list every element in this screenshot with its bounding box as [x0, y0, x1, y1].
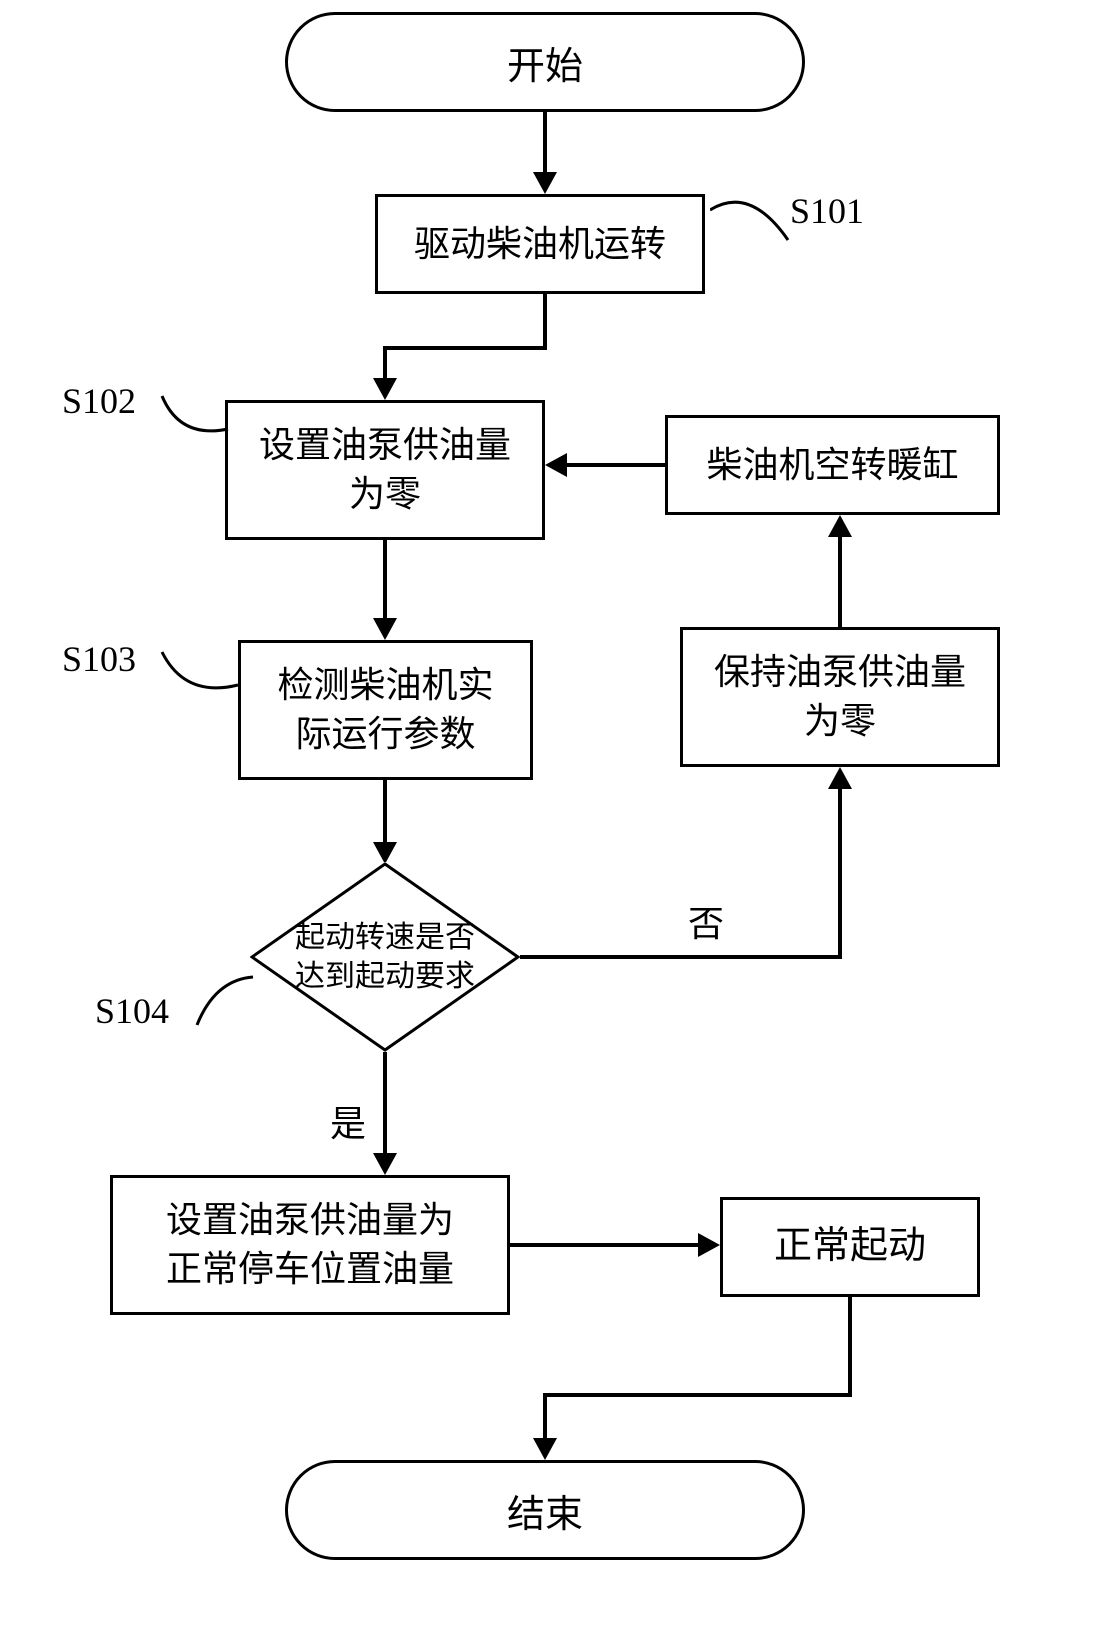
branch-label-yes: 是 — [330, 1095, 366, 1147]
edge-s104-keep-v — [838, 789, 842, 959]
process-keep-text: 保持油泵供油量 为零 — [714, 648, 966, 745]
arrowhead-s102-s103 — [373, 618, 397, 640]
branch-label-no: 否 — [688, 895, 724, 947]
edge-s102-s103 — [383, 540, 387, 620]
process-keep: 保持油泵供油量 为零 — [680, 627, 1000, 767]
process-s103: 检测柴油机实 际运行参数 — [238, 640, 533, 780]
edge-s101-s102-v2 — [383, 346, 387, 380]
edge-normalstart-end-v2 — [543, 1393, 547, 1440]
arrowhead-normalstart-end — [533, 1438, 557, 1460]
edge-s103-s104 — [383, 780, 387, 844]
edge-s101-s102-h — [383, 346, 547, 350]
process-setnormal: 设置油泵供油量为 正常停车位置油量 — [110, 1175, 510, 1315]
flowchart-canvas: 开始 驱动柴油机运转 设置油泵供油量 为零 柴油机空转暖缸 检测柴油机实 际运行… — [0, 0, 1093, 1652]
edge-warm-s102 — [567, 463, 665, 467]
edge-s104-keep-h — [520, 955, 842, 959]
process-normalstart: 正常起动 — [720, 1197, 980, 1297]
arrowhead-warm-s102 — [545, 453, 567, 477]
terminal-start: 开始 — [285, 12, 805, 112]
edge-s101-s102-v1 — [543, 294, 547, 349]
process-setnormal-text: 设置油泵供油量为 正常停车位置油量 — [166, 1196, 454, 1293]
arrowhead-start-s101 — [533, 172, 557, 194]
edge-normalstart-end-h — [543, 1393, 852, 1397]
process-warm: 柴油机空转暖缸 — [665, 415, 1000, 515]
edge-keep-warm — [838, 537, 842, 627]
curve-s103 — [160, 650, 240, 700]
terminal-end-text: 结束 — [507, 1483, 583, 1538]
step-label-s103: S103 — [62, 638, 136, 680]
curve-s102 — [160, 394, 230, 444]
curve-s101 — [710, 190, 790, 245]
arrowhead-setnormal-normalstart — [698, 1233, 720, 1257]
process-s101-text: 驱动柴油机运转 — [414, 220, 666, 269]
terminal-start-text: 开始 — [507, 35, 583, 90]
process-warm-text: 柴油机空转暖缸 — [706, 441, 958, 490]
process-s102: 设置油泵供油量 为零 — [225, 400, 545, 540]
edge-normalstart-end-v — [848, 1297, 852, 1397]
process-s101: 驱动柴油机运转 — [375, 194, 705, 294]
edge-s104-setnormal — [383, 1052, 387, 1155]
arrowhead-s103-s104 — [373, 842, 397, 864]
curve-s104 — [195, 975, 255, 1030]
edge-start-s101 — [543, 112, 547, 174]
process-s102-text: 设置油泵供油量 为零 — [259, 421, 511, 518]
arrowhead-s104-setnormal — [373, 1153, 397, 1175]
arrowhead-keep-warm — [828, 515, 852, 537]
decision-s104: 起动转速是否 达到起动要求 — [250, 862, 520, 1052]
process-normalstart-text: 正常起动 — [774, 1221, 926, 1272]
arrowhead-s101-s102 — [373, 378, 397, 400]
step-label-s104: S104 — [95, 990, 169, 1032]
edge-setnormal-normalstart — [510, 1243, 698, 1247]
step-label-s102: S102 — [62, 380, 136, 422]
decision-s104-text: 起动转速是否 达到起动要求 — [295, 918, 475, 996]
arrowhead-s104-keep — [828, 767, 852, 789]
terminal-end: 结束 — [285, 1460, 805, 1560]
step-label-s101: S101 — [790, 190, 864, 232]
process-s103-text: 检测柴油机实 际运行参数 — [277, 661, 493, 758]
